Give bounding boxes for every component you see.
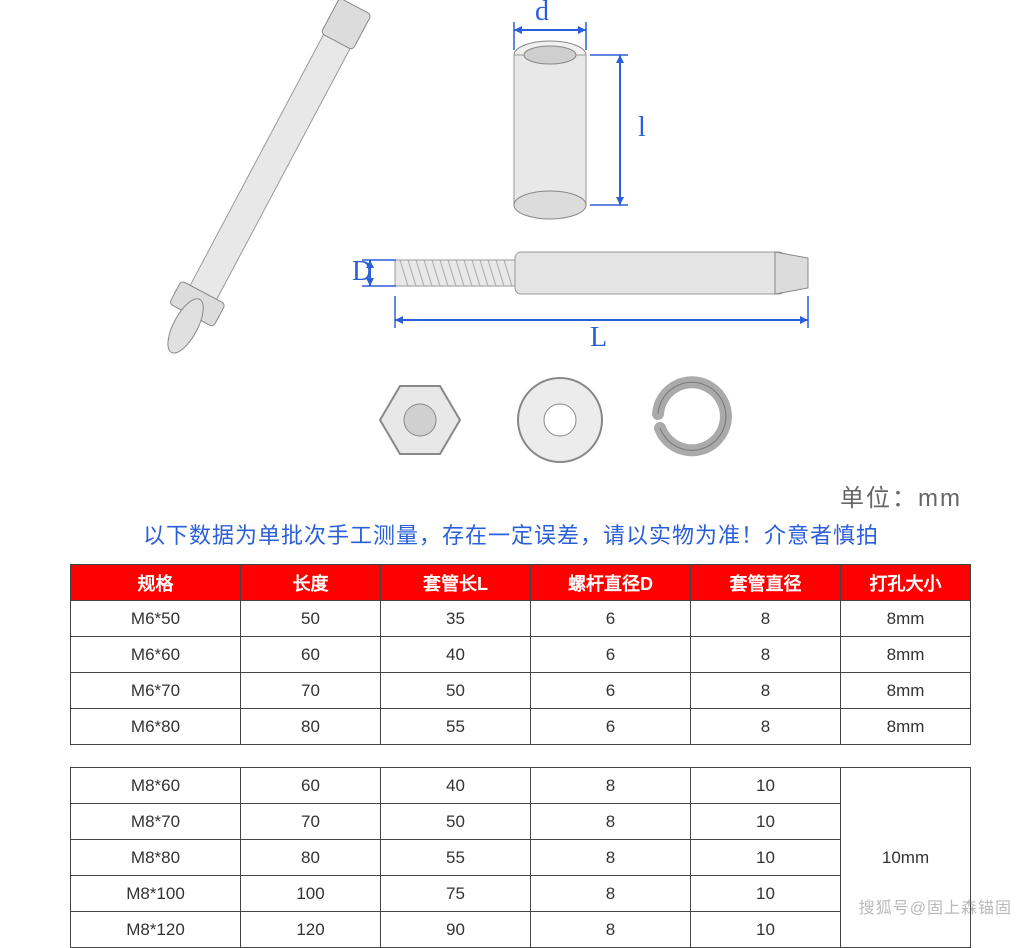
cell: 8 — [691, 601, 841, 637]
cell: M8*120 — [71, 912, 241, 948]
cell: 8 — [691, 637, 841, 673]
notice-text: 以下数据为单批次手工测量，存在一定误差，请以实物为准！介意者慎拍 — [0, 518, 1022, 550]
dim-label-D: D — [352, 256, 372, 288]
cell: 75 — [381, 876, 531, 912]
cell: M8*100 — [71, 876, 241, 912]
cell: M6*70 — [71, 673, 241, 709]
cell: 10 — [691, 804, 841, 840]
cell: M6*80 — [71, 709, 241, 745]
cell: 6 — [531, 709, 691, 745]
cell: 10 — [691, 840, 841, 876]
cell: 8 — [531, 804, 691, 840]
tables-container: 规格 长度 套管长L 螺杆直径D 套管直径 打孔大小 M6*50 50 35 6… — [0, 564, 1022, 948]
col-hole: 打孔大小 — [841, 565, 971, 601]
table-row: M8*80 80 55 8 10 — [71, 840, 971, 876]
table-header-row: 规格 长度 套管长L 螺杆直径D 套管直径 打孔大小 — [71, 565, 971, 601]
spring-washer — [658, 382, 726, 450]
cell: 40 — [381, 768, 531, 804]
col-sleeve-l: 套管长L — [381, 565, 531, 601]
table-row: M8*60 60 40 8 10 10mm — [71, 768, 971, 804]
cell: 35 — [381, 601, 531, 637]
cell: 50 — [241, 601, 381, 637]
dim-label-l: l — [638, 112, 646, 144]
cell: 100 — [241, 876, 381, 912]
top-sleeve — [514, 22, 628, 219]
cell: 70 — [241, 673, 381, 709]
cell: 50 — [381, 804, 531, 840]
cell: 80 — [241, 840, 381, 876]
watermark: 搜狐号@固上森锚固 — [859, 894, 1012, 918]
table-row: M8*120 120 90 8 10 — [71, 912, 971, 948]
cell: 8mm — [841, 601, 971, 637]
cell: 60 — [241, 637, 381, 673]
cell: 70 — [241, 804, 381, 840]
diagram-svg — [0, 0, 1022, 510]
cell: 8 — [691, 673, 841, 709]
hex-nut — [380, 386, 460, 454]
cell: 6 — [531, 637, 691, 673]
cell: 8 — [531, 876, 691, 912]
dim-label-d: d — [535, 0, 549, 28]
table-row: M6*50 50 35 6 8 8mm — [71, 601, 971, 637]
technical-diagram: d l D L 单位：mm — [0, 0, 1022, 510]
cell: 120 — [241, 912, 381, 948]
horizontal-bolt — [362, 252, 808, 328]
cell: 60 — [241, 768, 381, 804]
table-row: M6*70 70 50 6 8 8mm — [71, 673, 971, 709]
cell: 8mm — [841, 637, 971, 673]
cell: M6*50 — [71, 601, 241, 637]
merged-hole-cell: 10mm — [841, 768, 971, 948]
cell: 8 — [531, 840, 691, 876]
col-rod-d: 螺杆直径D — [531, 565, 691, 601]
spec-table-m6: 规格 长度 套管长L 螺杆直径D 套管直径 打孔大小 M6*50 50 35 6… — [70, 564, 971, 745]
cell: 40 — [381, 637, 531, 673]
cell: M8*70 — [71, 804, 241, 840]
cell: 10 — [691, 768, 841, 804]
table-row: M6*80 80 55 6 8 8mm — [71, 709, 971, 745]
cell: 10 — [691, 912, 841, 948]
cell: M6*60 — [71, 637, 241, 673]
col-sleeve-dia: 套管直径 — [691, 565, 841, 601]
col-spec: 规格 — [71, 565, 241, 601]
cell: 8mm — [841, 673, 971, 709]
cell: 6 — [531, 673, 691, 709]
cell: 90 — [381, 912, 531, 948]
col-length: 长度 — [241, 565, 381, 601]
cell: 8mm — [841, 709, 971, 745]
unit-label: 单位：mm — [840, 478, 962, 513]
table-row: M8*70 70 50 8 10 — [71, 804, 971, 840]
cell: M8*80 — [71, 840, 241, 876]
cell: M8*60 — [71, 768, 241, 804]
dim-label-L: L — [590, 322, 607, 354]
cell: 6 — [531, 601, 691, 637]
flat-washer — [518, 378, 602, 462]
table-row: M8*100 100 75 8 10 — [71, 876, 971, 912]
cell: 50 — [381, 673, 531, 709]
table-row: M6*60 60 40 6 8 8mm — [71, 637, 971, 673]
angled-anchor — [149, 0, 377, 364]
cell: 55 — [381, 709, 531, 745]
cell: 8 — [531, 912, 691, 948]
cell: 10 — [691, 876, 841, 912]
cell: 55 — [381, 840, 531, 876]
cell: 8 — [691, 709, 841, 745]
spec-table-m8: M8*60 60 40 8 10 10mm M8*70 70 50 8 10 M… — [70, 767, 971, 948]
cell: 8 — [531, 768, 691, 804]
cell: 80 — [241, 709, 381, 745]
